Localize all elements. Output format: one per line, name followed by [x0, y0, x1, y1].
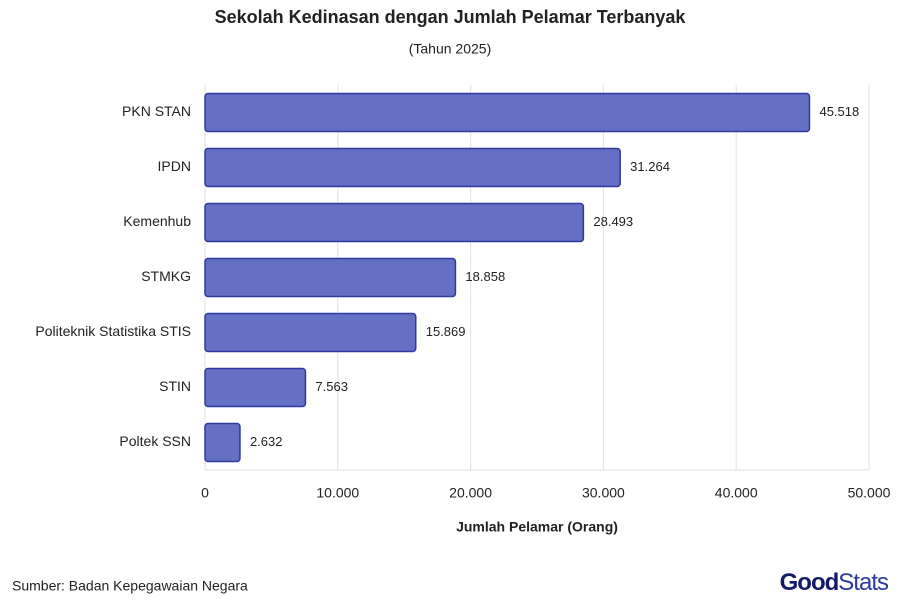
- x-tick-label: 10.000: [316, 485, 359, 501]
- y-tick-label: Politeknik Statistika STIS: [35, 323, 191, 339]
- x-tick-label: 20.000: [449, 485, 492, 501]
- bar: [204, 202, 585, 243]
- value-label: 28.493: [593, 214, 633, 229]
- x-tick-label: 40.000: [715, 485, 758, 501]
- bar: [204, 367, 307, 408]
- x-axis-label: Jumlah Pelamar (Orang): [456, 519, 618, 535]
- logo: GoodStats: [780, 569, 889, 596]
- y-tick-label: PKN STAN: [122, 103, 191, 119]
- logo-part: Stats: [838, 569, 889, 596]
- source: Sumber: Badan Kepegawaian Negara: [12, 578, 248, 594]
- value-label: 7.563: [315, 379, 348, 394]
- value-label: 15.869: [426, 324, 466, 339]
- x-tick-label: 30.000: [582, 485, 625, 501]
- bar: [204, 92, 811, 133]
- y-tick-label: STIN: [159, 378, 191, 394]
- y-tick-label: Poltek SSN: [119, 433, 191, 449]
- x-tick-label: 0: [201, 485, 209, 501]
- bar: [204, 147, 621, 188]
- y-tick-label: STMKG: [141, 268, 191, 284]
- bar: [204, 422, 241, 463]
- chart-subtitle: (Tahun 2025): [409, 41, 492, 57]
- marks: [204, 92, 811, 463]
- x-tick-label: 50.000: [848, 485, 891, 501]
- bar: [204, 257, 457, 298]
- y-tick-label: IPDN: [158, 158, 191, 174]
- value-label: 45.518: [819, 104, 859, 119]
- value-label: 18.858: [465, 269, 505, 284]
- chart-title: Sekolah Kedinasan dengan Jumlah Pelamar …: [215, 7, 687, 27]
- value-label: 31.264: [630, 159, 670, 174]
- value-label: 2.632: [250, 434, 283, 449]
- logo-part: Good: [780, 569, 839, 596]
- y-tick-label: Kemenhub: [123, 213, 191, 229]
- bar: [204, 312, 417, 353]
